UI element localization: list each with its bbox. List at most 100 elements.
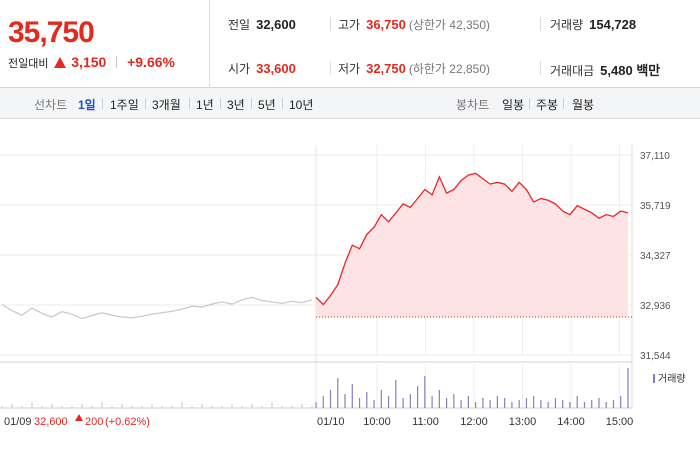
volume-bar bbox=[181, 402, 183, 408]
volume-bar bbox=[151, 404, 153, 408]
volume-bar bbox=[467, 396, 469, 408]
volume-bar bbox=[81, 404, 83, 408]
y-tick-label: 31,544 bbox=[640, 351, 671, 362]
volume-bar bbox=[402, 398, 404, 408]
volume-bar bbox=[373, 400, 375, 408]
stat-label: 거래량 bbox=[550, 18, 584, 32]
volume-bar bbox=[31, 402, 33, 408]
volume-bar bbox=[598, 398, 600, 408]
divider bbox=[282, 98, 283, 109]
stat-high: 고가 36,750 (상한가 42,350) bbox=[338, 16, 490, 33]
today-area bbox=[316, 173, 628, 318]
tab-1w[interactable]: 1주일 bbox=[110, 98, 139, 112]
stat-value: 32,600 bbox=[256, 17, 296, 32]
volume-bar bbox=[366, 392, 368, 408]
change-amount: 3,150 bbox=[71, 54, 107, 70]
candle-chart-label: 봉차트 bbox=[456, 98, 490, 112]
volume-bar bbox=[329, 390, 332, 408]
tab-5y[interactable]: 5년 bbox=[258, 98, 276, 112]
divider bbox=[540, 61, 541, 75]
tab-1d[interactable]: 1일 bbox=[78, 98, 96, 112]
volume-bar bbox=[511, 402, 513, 408]
x-tick-label: 10:00 bbox=[363, 416, 391, 428]
tab-10y[interactable]: 10년 bbox=[289, 98, 314, 112]
volume-bar bbox=[11, 404, 13, 408]
divider bbox=[563, 98, 564, 109]
divider bbox=[251, 98, 252, 109]
volume-bar bbox=[311, 406, 313, 408]
volume-bar bbox=[562, 400, 564, 408]
volume-bar bbox=[301, 404, 303, 408]
volume-bar bbox=[627, 368, 629, 408]
volume-bar bbox=[61, 406, 63, 408]
divider bbox=[540, 17, 541, 31]
divider bbox=[116, 56, 118, 68]
volume-bar bbox=[41, 406, 43, 408]
volume-bar bbox=[431, 396, 433, 408]
tab-monthly[interactable]: 월봉 bbox=[572, 98, 595, 112]
change-row: 전일대비 3,150 +9.66% bbox=[8, 54, 175, 71]
volume-bar bbox=[251, 404, 253, 408]
prev-day-change-percent: (+0.62%) bbox=[105, 416, 150, 428]
y-tick-label: 32,936 bbox=[640, 301, 671, 312]
volume-bar bbox=[291, 406, 293, 408]
prev-day-up-icon bbox=[75, 414, 83, 421]
volume-bar bbox=[191, 406, 193, 408]
divider bbox=[330, 61, 331, 75]
volume-bar bbox=[409, 394, 411, 408]
volume-bar bbox=[569, 402, 571, 408]
volume-bar bbox=[620, 396, 622, 408]
stat-prev-close: 전일 32,600 bbox=[228, 16, 296, 33]
volume-bar bbox=[21, 406, 23, 408]
volume-bar bbox=[424, 376, 426, 408]
volume-bar bbox=[261, 406, 263, 408]
divider bbox=[330, 17, 331, 31]
volume-bar bbox=[281, 406, 283, 408]
divider bbox=[102, 98, 103, 109]
stat-label: 전일 bbox=[228, 18, 251, 32]
lower-limit: (하한가 22,850) bbox=[408, 62, 491, 76]
change-percent: +9.66% bbox=[127, 54, 175, 70]
price-chart: 37,110 35,719 34,327 32,936 31,544 10:00 11:0… bbox=[0, 120, 700, 450]
volume-bar bbox=[271, 402, 273, 408]
change-label: 전일대비 bbox=[8, 58, 49, 70]
stat-value: 33,600 bbox=[256, 61, 296, 76]
volume-bar bbox=[91, 406, 93, 408]
stat-label: 거래대금 bbox=[550, 64, 595, 78]
y-tick-label: 35,719 bbox=[640, 201, 671, 212]
volume-bar bbox=[387, 396, 390, 408]
divider bbox=[529, 98, 530, 109]
stat-low: 저가 32,750 (하한가 22,850) bbox=[338, 60, 490, 77]
volume-bar bbox=[395, 380, 397, 408]
volume-bar bbox=[344, 394, 346, 408]
upper-limit: (상한가 42,350) bbox=[408, 18, 491, 32]
current-price: 35,750 bbox=[8, 16, 95, 49]
tab-1y[interactable]: 1년 bbox=[196, 98, 214, 112]
line-chart-label: 선차트 bbox=[34, 98, 68, 112]
volume-bar bbox=[171, 406, 173, 408]
stat-open: 시가 33,600 bbox=[228, 60, 296, 77]
today-date: 01/10 bbox=[317, 416, 345, 428]
volume-bar bbox=[380, 390, 382, 408]
volume-bar bbox=[71, 406, 73, 408]
volume-bar bbox=[525, 398, 528, 408]
volume-bar bbox=[201, 404, 203, 408]
volume-bar bbox=[446, 398, 448, 408]
tab-weekly[interactable]: 주봉 bbox=[536, 98, 559, 112]
volume-bar bbox=[518, 400, 520, 408]
stat-label: 고가 bbox=[338, 18, 361, 32]
volume-legend-label: 거래량 bbox=[658, 373, 686, 385]
volume-bar bbox=[231, 404, 233, 408]
prev-day-close: 32,600 bbox=[34, 416, 68, 428]
tab-3y[interactable]: 3년 bbox=[227, 98, 245, 112]
tab-3m[interactable]: 3개월 bbox=[152, 98, 181, 112]
volume-bar bbox=[453, 394, 455, 408]
volume-bar bbox=[554, 398, 557, 408]
stat-volume: 거래량 154,728 bbox=[550, 16, 636, 33]
x-tick-label: 12:00 bbox=[460, 416, 488, 428]
stat-value: 32,750 bbox=[366, 61, 406, 76]
tab-daily[interactable]: 일봉 bbox=[502, 98, 525, 112]
stat-value: 5,480 백만 bbox=[600, 63, 661, 78]
divider bbox=[220, 98, 221, 109]
stat-value: 36,750 bbox=[366, 17, 406, 32]
